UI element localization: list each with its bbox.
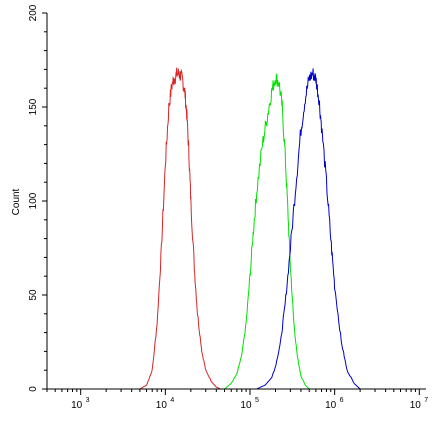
x-tick-label: 10 <box>71 400 83 411</box>
x-tick-exponent: 6 <box>340 397 344 404</box>
histogram-series-2 <box>224 73 310 390</box>
y-tick-label: 100 <box>28 192 39 209</box>
x-tick-exponent: 7 <box>424 397 428 404</box>
x-tick-exponent: 5 <box>255 397 259 404</box>
x-tick-label: 10 <box>156 400 168 411</box>
x-tick-exponent: 4 <box>170 397 174 404</box>
histogram-series-1 <box>139 67 221 390</box>
x-tick-label: 10 <box>410 400 422 411</box>
y-axis-label: Count <box>11 188 22 215</box>
histogram-series-3 <box>256 68 361 390</box>
y-axis-label-group: Count <box>11 188 22 215</box>
y-tick-label: 150 <box>28 98 39 115</box>
y-tick-label: 50 <box>28 289 39 301</box>
x-tick-label: 10 <box>240 400 252 411</box>
x-tick-label: 10 <box>325 400 337 411</box>
x-tick-exponent: 3 <box>86 397 90 404</box>
y-tick-label: 200 <box>28 4 39 21</box>
plot-area <box>139 67 361 390</box>
y-tick-label: 0 <box>28 386 39 392</box>
